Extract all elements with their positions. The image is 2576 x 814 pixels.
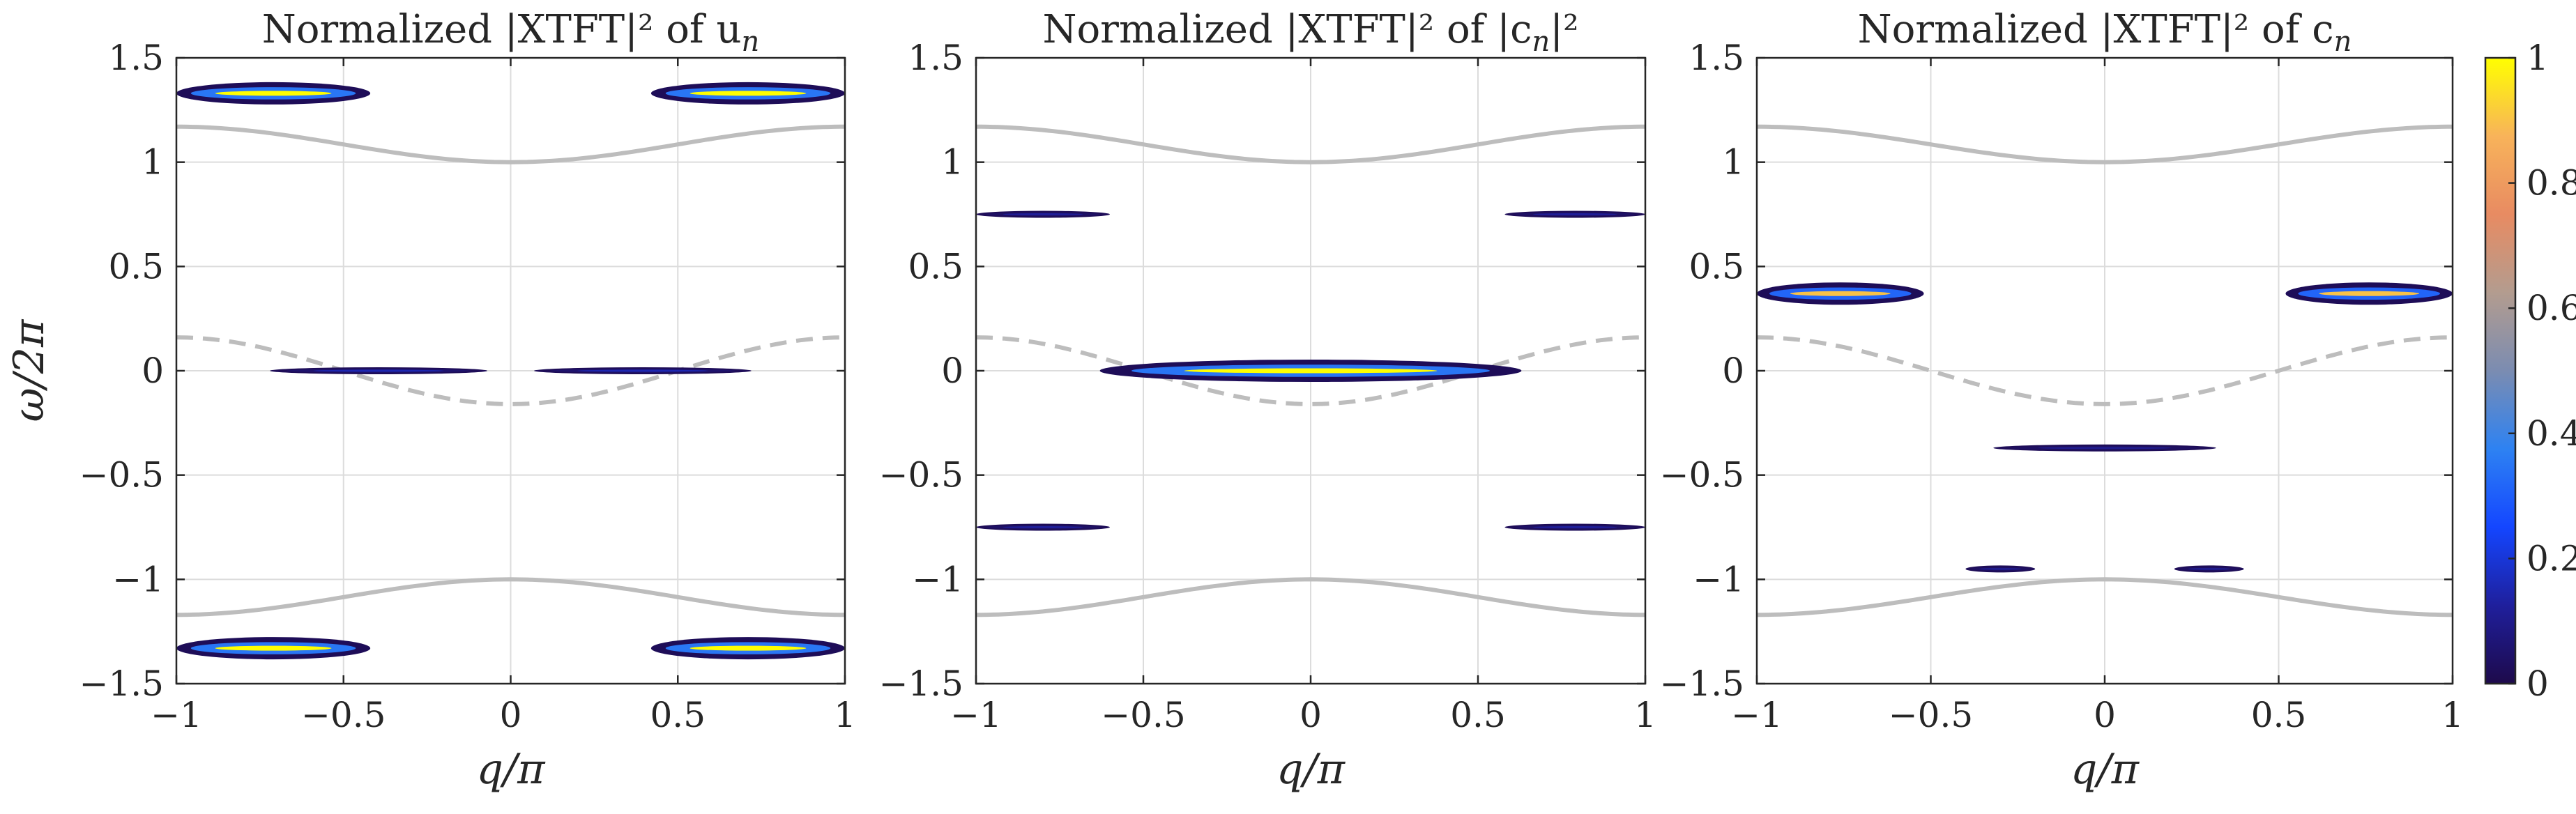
y-tick-label: 1 — [142, 142, 164, 183]
reference-curve-middle-band — [176, 335, 845, 406]
x-tick-label: 0 — [1300, 695, 1322, 735]
panel-1: −1 −0.5 0 0.5 1−1.5−1−0.500.511.5Normalized … — [5, 7, 856, 794]
spectral-feature — [270, 367, 487, 374]
colorbar-tick-label: 0.8 — [2527, 163, 2576, 204]
y-axis-label: ω/2π — [5, 318, 54, 422]
x-tick-label: 0.5 — [2251, 695, 2307, 735]
y-tick-label: 0.5 — [1689, 246, 1744, 286]
x-tick-label: 0.5 — [650, 695, 706, 735]
chart-title: Normalized |XTFT|² of |cn|² — [1042, 7, 1578, 58]
spectral-feature — [1504, 523, 1645, 531]
spectral-feature — [1757, 282, 1924, 305]
feature-core — [1979, 567, 2022, 570]
reference-curve-lower-band — [1757, 577, 2453, 617]
spectral-feature — [1993, 444, 2216, 452]
feature-core — [2038, 447, 2172, 450]
y-tick-label: −1 — [112, 559, 164, 599]
y-tick-label: −0.5 — [79, 455, 164, 496]
y-tick-label: −0.5 — [879, 455, 963, 496]
x-tick-label: −1 — [950, 695, 1002, 735]
y-tick-label: 0.5 — [908, 246, 963, 286]
reference-curve-lower-band — [976, 577, 1645, 617]
spectral-feature — [1965, 565, 2036, 573]
x-tick-label: −0.5 — [1889, 695, 1973, 735]
y-tick-label: −1.5 — [879, 663, 963, 704]
feature-core — [1532, 213, 1617, 215]
spectral-feature — [976, 210, 1110, 218]
spectral-feature — [1099, 360, 1522, 382]
feature-core — [1532, 526, 1617, 528]
x-tick-label: 0 — [2094, 695, 2116, 735]
x-tick-label: −1 — [151, 695, 202, 735]
y-tick-label: 0 — [1722, 351, 1744, 391]
spectral-feature — [176, 637, 371, 660]
colorbar-tick-label: 1 — [2527, 38, 2549, 78]
y-tick-label: −0.5 — [1660, 455, 1744, 496]
y-tick-label: −1.5 — [1660, 663, 1744, 704]
reference-curve-upper-band — [176, 124, 845, 164]
feature-core — [689, 645, 807, 651]
x-axis-label: q/π — [1276, 745, 1346, 794]
feature-core — [2319, 291, 2420, 296]
x-tick-label: −0.5 — [1101, 695, 1185, 735]
y-tick-label: 1 — [941, 142, 963, 183]
feature-core — [1003, 213, 1083, 215]
feature-core — [577, 369, 708, 372]
reference-curve-lower-band — [176, 577, 845, 617]
spectral-feature — [650, 637, 845, 660]
colorbar-tick-label: 0.6 — [2527, 288, 2576, 328]
x-axis-label: q/π — [476, 745, 546, 794]
colorbar-tick-label: 0.2 — [2527, 538, 2576, 578]
feature-core — [215, 91, 332, 96]
chart-title: Normalized |XTFT|² of cn — [1858, 7, 2352, 58]
reference-curve-upper-band — [976, 124, 1645, 164]
y-tick-label: 1.5 — [1689, 38, 1744, 78]
colorbar — [2484, 56, 2517, 685]
reference-curve-middle-band — [976, 335, 1645, 406]
feature-core — [313, 369, 444, 372]
x-tick-label: 1 — [2441, 695, 2464, 735]
feature-core — [1790, 291, 1891, 296]
feature-core — [2188, 567, 2230, 570]
reference-curve-upper-band — [1757, 124, 2453, 164]
feature-core — [1003, 526, 1083, 528]
panel-2: −1 −0.5 0 0.5 1−1.5−1−0.500.511.5Normalized … — [879, 7, 1656, 794]
x-tick-label: −1 — [1731, 695, 1783, 735]
y-tick-label: 0.5 — [108, 246, 164, 286]
y-tick-label: 0 — [941, 351, 963, 391]
x-axis-label: q/π — [2071, 745, 2140, 794]
y-tick-label: −1.5 — [79, 663, 164, 704]
feature-core — [215, 645, 332, 651]
x-tick-label: 0.5 — [1450, 695, 1506, 735]
spectral-feature — [1504, 210, 1645, 218]
feature-core — [1184, 368, 1438, 374]
panel-3: −1 −0.5 0 0.5 1−1.5−1−0.500.511.5Normalized … — [1660, 7, 2464, 794]
colorbar-tick-label: 0.4 — [2527, 413, 2576, 454]
y-tick-label: −1 — [1693, 559, 1744, 599]
feature-core — [689, 91, 807, 96]
spectral-feature — [2174, 565, 2244, 573]
spectral-feature — [534, 367, 752, 374]
chart-title: Normalized |XTFT|² of un — [262, 7, 760, 58]
y-tick-label: 1 — [1722, 142, 1744, 183]
x-tick-label: −0.5 — [301, 695, 386, 735]
y-tick-label: 1.5 — [908, 38, 963, 78]
x-tick-label: 0 — [500, 695, 522, 735]
reference-curve-middle-band — [1757, 335, 2453, 406]
y-tick-label: −1 — [912, 559, 963, 599]
x-tick-label: 1 — [1634, 695, 1656, 735]
spectral-feature — [650, 82, 845, 105]
y-tick-label: 1.5 — [108, 38, 164, 78]
spectral-feature — [176, 82, 371, 105]
x-tick-label: 1 — [834, 695, 856, 735]
spectral-feature — [976, 523, 1110, 531]
colorbar-tick-label: 0 — [2527, 663, 2549, 704]
y-tick-label: 0 — [142, 351, 164, 391]
spectral-feature — [2285, 282, 2453, 305]
